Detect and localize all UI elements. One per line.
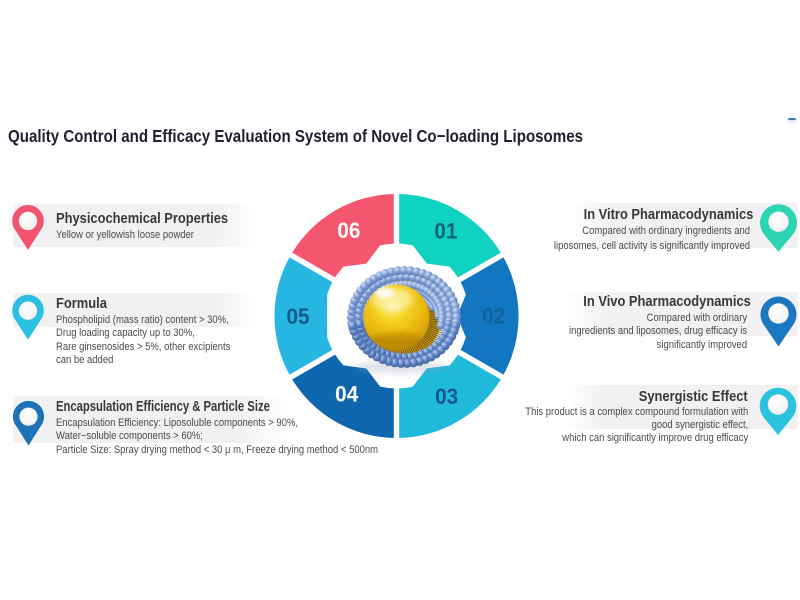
svg-text:03: 03	[435, 383, 458, 409]
svg-text:04: 04	[335, 381, 358, 407]
svg-text:02: 02	[482, 303, 505, 329]
svg-text:05: 05	[286, 303, 309, 329]
svg-text:01: 01	[434, 218, 457, 244]
svg-text:06: 06	[337, 217, 360, 243]
